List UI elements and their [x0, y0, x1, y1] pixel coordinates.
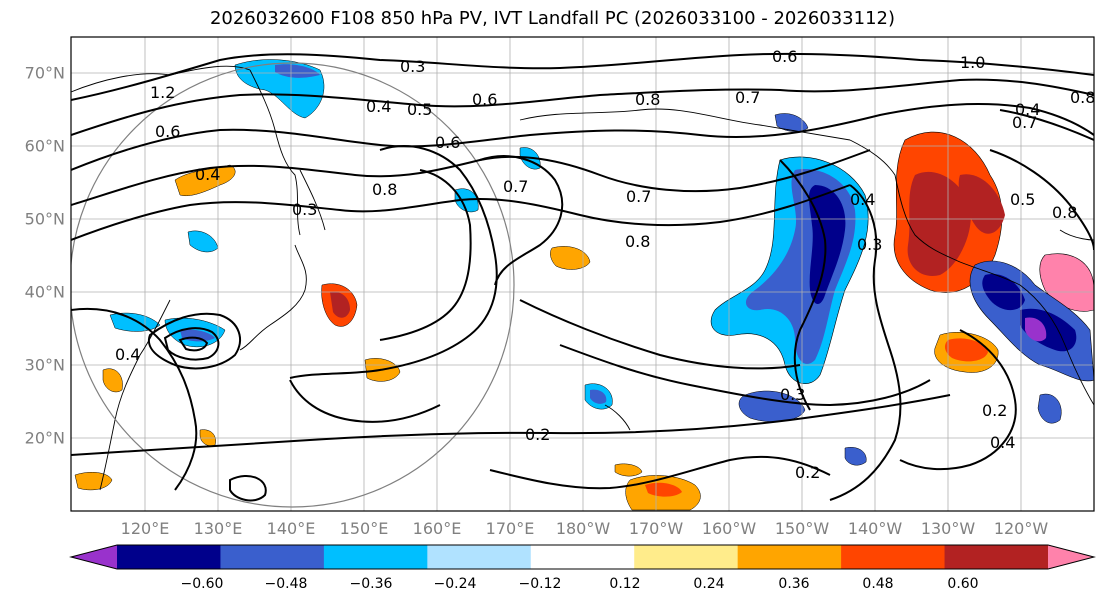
lon-tick-label: 160°W — [701, 519, 757, 538]
colorbar-tick: −0.24 — [433, 576, 477, 592]
lat-tick-label: 60°N — [24, 136, 65, 156]
shade-positive — [102, 368, 123, 393]
contour-label-layer: 0.3 0.6 1.0 1.2 0.6 0.4 0.5 0.6 0.8 0.7 … — [115, 47, 1095, 482]
contour-label: 0.2 — [525, 425, 550, 444]
shade-negative — [1025, 317, 1047, 342]
lon-tick-label: 120°E — [120, 519, 170, 538]
lat-tick-label: 40°N — [24, 282, 65, 302]
chart-title: 2026032600 F108 850 hPa PV, IVT Landfall… — [209, 8, 896, 29]
shade-positive — [614, 463, 643, 477]
shade-negative — [1037, 393, 1062, 424]
lon-tick-label: 170°E — [485, 519, 535, 538]
colorbar-swatch — [841, 545, 946, 569]
colorbar-tick: −0.60 — [180, 576, 224, 592]
contour-label: 0.8 — [1052, 203, 1077, 222]
lon-tick-label: 150°E — [339, 519, 389, 538]
shade-positive — [944, 338, 988, 362]
colorbar-swatch — [427, 545, 532, 569]
lon-tick-label: 170°W — [628, 519, 684, 538]
lat-tick-label: 20°N — [24, 428, 65, 448]
contour-lines — [71, 52, 1094, 502]
lon-tick-label: 140°E — [266, 519, 316, 538]
lon-tick-label: 140°W — [847, 519, 903, 538]
contour-label: 0.6 — [772, 47, 797, 66]
lon-tick-label: 160°E — [412, 519, 462, 538]
contour-label: 0.2 — [982, 401, 1007, 420]
colorbar-tick: 0.12 — [609, 576, 641, 592]
contour-label: 0.4 — [366, 97, 391, 116]
colorbar-tick: −0.36 — [349, 576, 393, 592]
shade-negative — [844, 447, 867, 466]
contour-label: 0.8 — [1070, 88, 1095, 107]
contour-label: 0.6 — [472, 90, 497, 109]
contour-label: 0.5 — [1010, 190, 1035, 209]
contour-label: 0.2 — [795, 463, 820, 482]
contour-label: 0.7 — [735, 88, 760, 107]
contour-label: 0.6 — [155, 122, 180, 141]
shade-positive — [550, 246, 591, 270]
shade-positive — [330, 291, 350, 318]
lon-tick-label: 150°W — [774, 519, 830, 538]
contour-label: 0.5 — [407, 100, 432, 119]
colorbar-swatch — [530, 545, 635, 569]
colorbar-swatch — [634, 545, 739, 569]
contour-label: 0.3 — [780, 385, 805, 404]
contour-label: 0.4 — [1015, 100, 1040, 119]
lat-tick-label: 50°N — [24, 209, 65, 229]
contour-label: 0.8 — [625, 232, 650, 251]
contour-label: 0.7 — [1012, 113, 1037, 132]
contour-label: 1.0 — [960, 53, 985, 72]
contour-label: 0.4 — [850, 190, 875, 209]
shade-positive — [907, 171, 971, 276]
contour-label: 0.7 — [626, 187, 651, 206]
contour-label: 0.4 — [115, 345, 140, 364]
shade-negative — [275, 64, 320, 78]
colorbar-swatch — [220, 545, 325, 569]
contour-label: 0.8 — [372, 180, 397, 199]
colorbar-swatch — [944, 545, 1049, 569]
colorbar-tick: −0.12 — [518, 576, 562, 592]
region-circle — [71, 62, 515, 508]
lon-tick-label: 120°W — [993, 519, 1049, 538]
colorbar-swatch — [1048, 545, 1094, 569]
colorbar-swatch — [71, 545, 117, 569]
contour-label: 0.8 — [635, 90, 660, 109]
lon-tick-label: 180°W — [555, 519, 611, 538]
colorbar-swatch — [323, 545, 428, 569]
map-frame — [70, 36, 1095, 512]
contour-label: 0.6 — [435, 133, 460, 152]
contour-label: 0.3 — [857, 235, 882, 254]
contour-label: 0.7 — [503, 177, 528, 196]
shade-positive — [645, 482, 682, 497]
shade-negative — [590, 389, 607, 404]
lat-tick-label: 30°N — [24, 355, 65, 375]
contour-label: 1.2 — [150, 83, 175, 102]
contour-label: 0.4 — [990, 433, 1015, 452]
lon-tick-label: 130°E — [193, 519, 243, 538]
shade-negative — [109, 312, 161, 332]
colorbar-tick: 0.48 — [862, 576, 894, 592]
contour-label: 0.3 — [400, 57, 425, 76]
colorbar-tick: 0.60 — [947, 576, 979, 592]
colorbar-swatch — [117, 545, 221, 569]
colorbar-swatch — [737, 545, 842, 569]
lat-tick-label: 70°N — [24, 63, 65, 83]
contour-label: 0.3 — [292, 200, 317, 219]
colorbar-tick: 0.36 — [778, 576, 810, 592]
shade-positive — [174, 164, 236, 196]
contour-label: 0.4 — [195, 165, 220, 184]
lon-tick-label: 130°W — [920, 519, 976, 538]
colorbar-tick: −0.48 — [264, 576, 308, 592]
colorbar-outline — [69, 544, 1096, 570]
shade-positive — [1039, 253, 1094, 312]
colorbar-tick: 0.24 — [693, 576, 725, 592]
